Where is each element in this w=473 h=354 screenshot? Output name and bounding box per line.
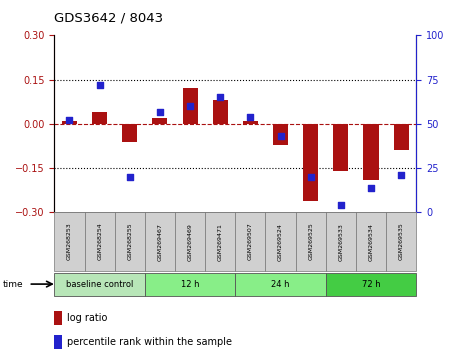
Text: baseline control: baseline control (66, 280, 133, 289)
Bar (235, 212, 265, 271)
Bar (54, 312, 62, 325)
Bar (265, 212, 296, 271)
Point (186, 103, 194, 109)
Bar (303, 124, 318, 201)
Point (217, 95, 224, 100)
Text: GSM268253: GSM268253 (67, 223, 72, 261)
Bar (145, 212, 175, 271)
Text: GSM269467: GSM269467 (158, 223, 162, 261)
Bar (54, 212, 85, 271)
Bar (62, 121, 77, 124)
Point (367, 185, 375, 190)
Bar (296, 212, 326, 271)
Point (246, 114, 254, 120)
Bar (386, 212, 416, 271)
Bar (273, 124, 288, 144)
Point (277, 133, 284, 139)
Text: GSM269535: GSM269535 (399, 223, 403, 261)
Text: GSM269471: GSM269471 (218, 223, 223, 261)
Text: GSM269525: GSM269525 (308, 223, 313, 261)
Bar (213, 100, 228, 124)
Text: GSM268254: GSM268254 (97, 223, 102, 261)
Point (66, 118, 73, 123)
Text: GSM269507: GSM269507 (248, 223, 253, 261)
Bar (205, 212, 235, 271)
Point (96, 82, 104, 88)
Point (126, 174, 133, 180)
Bar (145, 273, 235, 296)
Bar (54, 335, 62, 349)
Bar (122, 124, 137, 142)
Point (156, 109, 164, 114)
Bar (92, 112, 107, 124)
Bar (85, 212, 114, 271)
Bar (54, 273, 145, 296)
Text: GSM269534: GSM269534 (368, 223, 374, 261)
Bar (235, 273, 326, 296)
Bar (356, 212, 386, 271)
Text: percentile rank within the sample: percentile rank within the sample (67, 337, 232, 347)
Bar (394, 124, 409, 150)
Text: GDS3642 / 8043: GDS3642 / 8043 (54, 12, 164, 25)
Text: GSM268255: GSM268255 (127, 223, 132, 261)
Text: GSM269469: GSM269469 (188, 223, 193, 261)
Bar (114, 212, 145, 271)
Text: GSM269524: GSM269524 (278, 223, 283, 261)
Text: GSM269533: GSM269533 (338, 223, 343, 261)
Text: time: time (2, 280, 23, 289)
Point (337, 202, 345, 208)
Text: 24 h: 24 h (272, 280, 290, 289)
Text: log ratio: log ratio (67, 313, 107, 323)
Text: 72 h: 72 h (362, 280, 380, 289)
Point (307, 174, 315, 180)
Bar (363, 124, 378, 180)
Bar (326, 273, 416, 296)
Bar (183, 88, 198, 124)
Text: 12 h: 12 h (181, 280, 199, 289)
Bar (333, 124, 349, 171)
Point (397, 172, 405, 178)
Bar (243, 121, 258, 124)
Bar (152, 118, 167, 124)
Bar (175, 212, 205, 271)
Bar (326, 212, 356, 271)
